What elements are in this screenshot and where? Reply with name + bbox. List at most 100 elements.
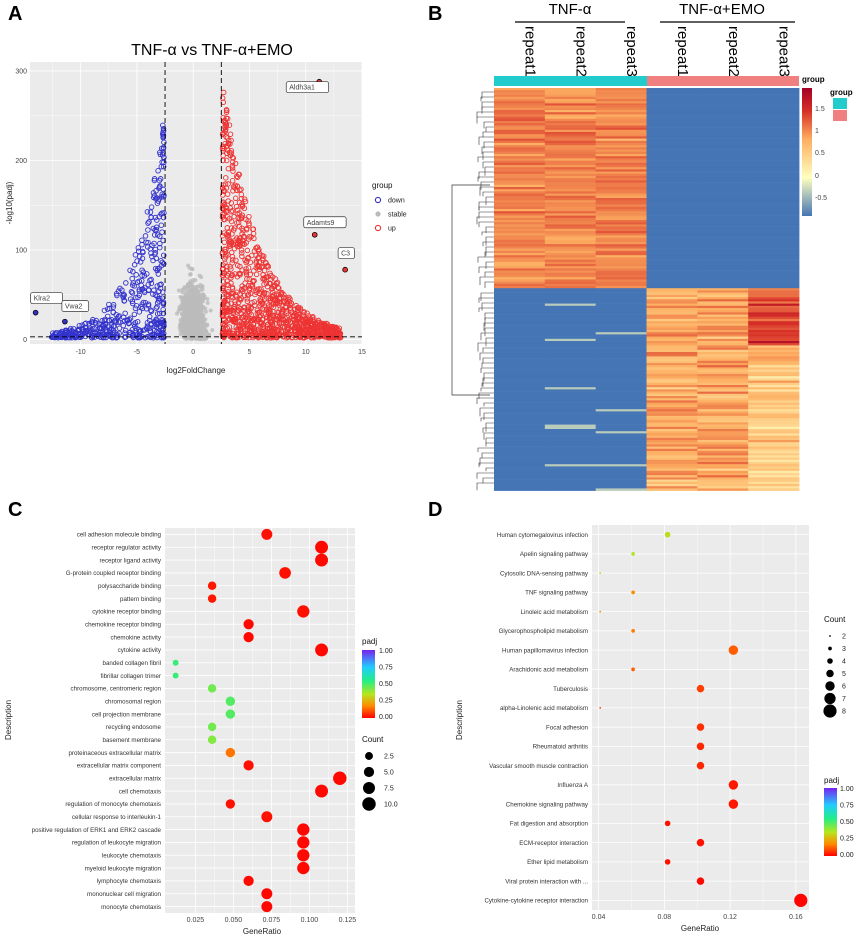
volcano-point-down xyxy=(104,306,111,312)
heatmap-cell xyxy=(494,413,546,417)
volcano-point-up xyxy=(237,272,243,278)
heatmap-cell xyxy=(544,143,597,146)
heatmap-cell xyxy=(595,253,647,256)
volcano-point-up xyxy=(251,299,258,305)
volcano-point-up xyxy=(238,186,244,193)
volcano-point-down xyxy=(52,331,58,337)
volcano-point-down xyxy=(160,310,167,317)
volcano-point-up xyxy=(222,119,229,126)
heatmap-cell xyxy=(748,453,800,456)
heatmap-cell xyxy=(494,288,546,291)
heatmap-cell xyxy=(697,411,749,414)
heatmap-cell xyxy=(646,209,698,212)
heatmap-cell xyxy=(697,154,749,157)
volcano-point-up xyxy=(256,328,263,334)
heatmap-cell xyxy=(544,279,597,282)
heatmap-cell xyxy=(748,176,800,179)
heatmap-cell xyxy=(697,470,749,474)
heatmap-cell xyxy=(646,468,698,472)
volcano-point-stable xyxy=(200,317,205,322)
heatmap-cell xyxy=(646,459,698,463)
heatmap-cell xyxy=(494,334,546,337)
heatmap-cell xyxy=(595,470,647,474)
volcano-point-stable xyxy=(190,266,195,271)
heatmap-cell xyxy=(494,479,546,483)
heatmap-cell xyxy=(697,325,749,329)
heatmap-cell xyxy=(544,154,597,157)
heatmap-cell xyxy=(697,259,749,263)
heatmap-cell xyxy=(595,435,647,439)
volcano-point-down xyxy=(153,226,160,233)
heatmap-cell xyxy=(494,268,546,271)
go-dot xyxy=(225,747,236,758)
volcano-point-down xyxy=(156,310,163,317)
heatmap-cell xyxy=(748,371,800,375)
heatmap-cell xyxy=(697,149,749,153)
heatmap-cell xyxy=(748,464,800,467)
heatmap-cell xyxy=(697,255,749,258)
heatmap-cell xyxy=(748,349,800,353)
heatmap-cell xyxy=(494,110,546,113)
heatmap-cell xyxy=(748,330,800,333)
heatmap-cell xyxy=(494,415,546,419)
volcano-point-up xyxy=(229,253,236,260)
heatmap-cell xyxy=(748,160,800,164)
heatmap-cell xyxy=(494,167,546,170)
volcano-point-down xyxy=(155,321,161,328)
heatmap-cell xyxy=(748,169,800,172)
go-panel-bg xyxy=(165,528,355,913)
heatmap-cell xyxy=(646,404,698,408)
kegg-dot xyxy=(631,590,635,595)
heatmap-cell xyxy=(595,259,647,263)
volcano-point-up xyxy=(243,271,250,278)
heatmap-cell xyxy=(748,206,800,210)
volcano-labeled-point xyxy=(342,266,348,273)
heatmap-cell xyxy=(544,283,597,287)
volcano-point-stable xyxy=(195,329,200,334)
go-term-label: pattern binding xyxy=(120,596,161,603)
heatmap-cell xyxy=(494,451,546,454)
volcano-point-down xyxy=(131,262,138,268)
heatmap-cell xyxy=(646,136,698,139)
heatmap-cell xyxy=(544,356,597,359)
volcano-point-down xyxy=(145,281,152,288)
kegg-padj-title: padj xyxy=(824,776,839,785)
heatmap-cell xyxy=(697,393,749,397)
heatmap-cell xyxy=(748,279,800,282)
heatmap-cell xyxy=(544,228,597,232)
heatmap-cell xyxy=(646,305,698,309)
heatmap-cell xyxy=(494,103,546,106)
heatmap-cell xyxy=(595,407,647,410)
volcano-point-up xyxy=(236,199,243,206)
heatmap-cell xyxy=(646,143,698,146)
volcano-point-stable xyxy=(194,306,199,311)
heatmap-cell xyxy=(646,354,698,357)
heatmap-cell xyxy=(697,290,749,293)
heatmap-cell xyxy=(748,200,800,203)
volcano-point-up xyxy=(239,314,245,321)
heatmap-cell xyxy=(595,420,647,423)
heatmap-cell xyxy=(494,343,546,346)
volcano-point-up xyxy=(304,317,311,324)
heatmap-cell xyxy=(595,411,647,414)
heatmap-cell xyxy=(595,176,647,179)
volcano-point-up xyxy=(230,309,237,315)
heatmap-cell xyxy=(697,323,749,326)
heatmap-cell xyxy=(544,158,597,161)
volcano-point-up xyxy=(266,280,273,286)
heatmap-cell xyxy=(697,101,749,104)
heatmap-cell xyxy=(748,253,800,256)
heatmap-cell xyxy=(697,235,749,238)
volcano-xtick: -10 xyxy=(76,349,86,356)
heatmap-cell xyxy=(595,277,647,280)
heatmap-cell xyxy=(494,411,546,414)
volcano-point-down xyxy=(108,322,115,328)
heatmap-cell xyxy=(494,303,546,307)
volcano-label-box xyxy=(337,247,355,260)
heatmap-cell xyxy=(494,327,546,331)
heatmap-dendro-branch xyxy=(480,292,494,302)
heatmap-cell xyxy=(595,226,647,230)
volcano-point-up xyxy=(223,175,229,181)
heatmap-cell xyxy=(595,440,647,443)
